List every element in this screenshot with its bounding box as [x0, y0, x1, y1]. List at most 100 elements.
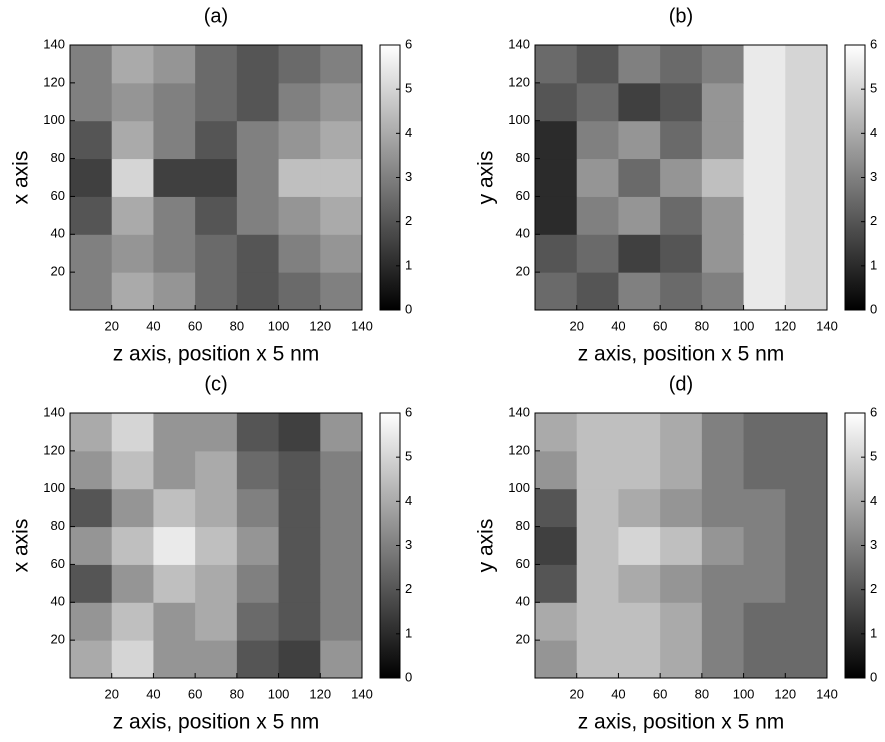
- y-axis-label: x axis: [10, 151, 33, 205]
- heatmap-cell: [785, 489, 827, 527]
- heatmap-cell: [153, 83, 195, 121]
- heatmap-cell: [195, 413, 237, 451]
- colorbar-tick-label: 2: [870, 581, 877, 596]
- heatmap-cell: [702, 527, 744, 565]
- heatmap-cell: [70, 489, 112, 527]
- colorbar-tick-label: 2: [870, 213, 877, 228]
- heatmap-cell: [660, 234, 702, 272]
- x-tick-label: 40: [146, 686, 160, 701]
- x-tick-label: 20: [569, 686, 583, 701]
- heatmap-cell: [195, 564, 237, 602]
- heatmap-cell: [577, 159, 619, 197]
- heatmap-cell: [785, 527, 827, 565]
- colorbar-tick-label: 5: [870, 449, 877, 464]
- heatmap-cell: [153, 451, 195, 489]
- heatmap-cell: [744, 234, 786, 272]
- heatmap-cell: [744, 196, 786, 234]
- y-tick-label: 20: [516, 632, 530, 647]
- x-axis-label: z axis, position x 5 nm: [113, 711, 320, 734]
- heatmap-cell: [577, 602, 619, 640]
- y-tick-label: 80: [51, 150, 65, 165]
- heatmap-cell: [785, 451, 827, 489]
- colorbar-tick-label: 3: [405, 169, 412, 184]
- colorbar-tick-label: 2: [405, 213, 412, 228]
- heatmap-cell: [237, 527, 279, 565]
- heatmap-cell: [702, 121, 744, 159]
- x-tick-label: 140: [816, 686, 838, 701]
- heatmap-cell: [577, 489, 619, 527]
- heatmap-cell: [279, 121, 321, 159]
- y-tick-label: 140: [43, 36, 65, 51]
- heatmap-cell: [660, 272, 702, 310]
- y-tick-label: 80: [516, 518, 530, 533]
- y-tick-label: 120: [508, 442, 530, 457]
- heatmap-cell: [70, 83, 112, 121]
- x-tick-label: 40: [611, 686, 625, 701]
- heatmap-cell: [618, 45, 660, 83]
- heatmap-cell: [195, 159, 237, 197]
- colorbar-tick-label: 1: [870, 625, 877, 640]
- heatmap-cell: [785, 413, 827, 451]
- heatmap-cell: [70, 45, 112, 83]
- heatmap-cell: [195, 45, 237, 83]
- heatmap-cell: [744, 413, 786, 451]
- x-tick-label: 120: [309, 686, 331, 701]
- heatmap-cell: [195, 602, 237, 640]
- heatmap-cell: [237, 413, 279, 451]
- heatmap-cell: [237, 489, 279, 527]
- heatmap-cell: [744, 527, 786, 565]
- heatmap-cell: [153, 121, 195, 159]
- chart-title: (b): [669, 5, 693, 27]
- colorbar-tick-label: 5: [405, 81, 412, 96]
- heatmap-cell: [279, 527, 321, 565]
- heatmap-cell: [153, 640, 195, 678]
- heatmap-cell: [320, 451, 362, 489]
- heatmap-cell: [320, 196, 362, 234]
- heatmap-cell: [320, 45, 362, 83]
- heatmap-cell: [744, 272, 786, 310]
- heatmap-cell: [237, 451, 279, 489]
- y-tick-label: 100: [508, 480, 530, 495]
- chart-title: (d): [669, 373, 693, 395]
- heatmap-cell: [195, 527, 237, 565]
- heatmap-cell: [279, 234, 321, 272]
- heatmap-cell: [70, 196, 112, 234]
- y-tick-label: 40: [516, 226, 530, 241]
- heatmap-cell: [577, 272, 619, 310]
- heatmap-cell: [744, 451, 786, 489]
- heatmap-cell: [660, 602, 702, 640]
- heatmap-cell: [320, 121, 362, 159]
- heatmap-cell: [535, 45, 577, 83]
- x-tick-label: 80: [695, 318, 709, 333]
- x-tick-label: 120: [774, 686, 796, 701]
- x-tick-label: 20: [104, 686, 118, 701]
- heatmap-cell: [112, 196, 154, 234]
- heatmap-cell: [112, 159, 154, 197]
- heatmap-cell: [112, 640, 154, 678]
- heatmap-cell: [535, 413, 577, 451]
- heatmap-cell: [320, 83, 362, 121]
- colorbar-tick-label: 1: [870, 257, 877, 272]
- heatmap-cell: [112, 527, 154, 565]
- heatmap-cell: [153, 602, 195, 640]
- heatmap-cell: [279, 413, 321, 451]
- heatmap-cell: [535, 564, 577, 602]
- heatmap-cell: [660, 159, 702, 197]
- heatmap-cell: [195, 121, 237, 159]
- y-tick-label: 100: [43, 480, 65, 495]
- heatmap-cell: [785, 159, 827, 197]
- colorbar-tick-label: 4: [405, 125, 412, 140]
- y-tick-label: 120: [508, 74, 530, 89]
- heatmap-cell: [195, 196, 237, 234]
- heatmap-cell: [577, 45, 619, 83]
- heatmap-cell: [702, 272, 744, 310]
- colorbar-tick-label: 1: [405, 257, 412, 272]
- heatmap-cell: [279, 451, 321, 489]
- heatmap-cell: [660, 45, 702, 83]
- heatmap-cell: [660, 451, 702, 489]
- heatmap-cell: [237, 121, 279, 159]
- heatmap-cell: [577, 527, 619, 565]
- heatmap-cell: [577, 121, 619, 159]
- heatmap-cell: [744, 640, 786, 678]
- heatmap-cell: [785, 196, 827, 234]
